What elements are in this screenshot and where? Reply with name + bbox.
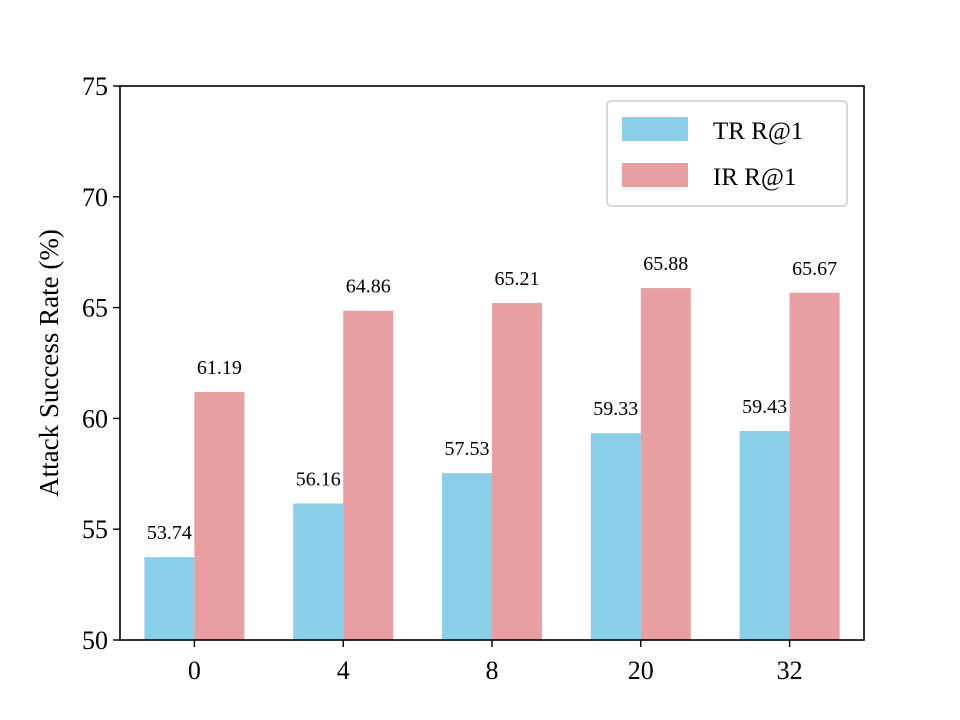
data-label-tr-20: 59.33	[593, 398, 638, 420]
legend: TR R@1 IR R@1	[606, 100, 848, 207]
bar-tr-20	[590, 433, 641, 640]
data-label-ir-20: 65.88	[643, 253, 688, 275]
legend-swatch-tr	[622, 117, 688, 141]
y-tick-label-55: 55	[82, 515, 108, 544]
data-label-ir-8: 65.21	[495, 268, 540, 290]
x-tick-label-8: 8	[486, 656, 499, 685]
y-tick-label-60: 60	[82, 404, 108, 433]
y-tick-label-75: 75	[82, 72, 108, 101]
x-tick-label-4: 4	[337, 656, 350, 685]
data-label-ir-4: 64.86	[346, 276, 391, 298]
data-label-tr-8: 57.53	[445, 438, 490, 460]
legend-label-tr: TR R@1	[713, 118, 803, 145]
bars-layer	[144, 288, 840, 640]
data-labels-layer: 53.74 61.19 56.16 64.86 57.53 65.21 59.33 65.88…	[147, 253, 837, 544]
bar-ir-8	[492, 302, 542, 640]
x-tick-label-0: 0	[188, 656, 201, 685]
bar-tr-32	[739, 431, 790, 640]
y-tick-label-50: 50	[82, 626, 108, 655]
y-axis: 50 55 60 65 70 75	[82, 72, 120, 655]
bar-tr-4	[293, 503, 344, 640]
y-axis-title: Attack Success Rate (%)	[34, 229, 64, 497]
data-label-tr-32: 59.43	[742, 396, 787, 418]
y-tick-label-70: 70	[82, 183, 108, 212]
bar-ir-32	[789, 292, 840, 640]
bar-ir-4	[343, 310, 394, 640]
bar-tr-0	[144, 557, 195, 640]
x-axis: 0 4 8 20 32	[188, 640, 803, 685]
y-tick-label-65: 65	[82, 294, 108, 323]
data-label-ir-32: 65.67	[792, 258, 837, 280]
bar-tr-8	[442, 473, 492, 640]
data-label-ir-0: 61.19	[197, 357, 242, 379]
bar-ir-20	[640, 288, 691, 640]
data-label-tr-0: 53.74	[147, 522, 192, 544]
x-tick-label-20: 20	[628, 656, 654, 685]
x-tick-label-32: 32	[777, 656, 803, 685]
bar-ir-0	[194, 392, 245, 640]
legend-swatch-ir	[622, 163, 688, 187]
data-label-tr-4: 56.16	[296, 468, 341, 490]
legend-label-ir: IR R@1	[713, 164, 796, 191]
